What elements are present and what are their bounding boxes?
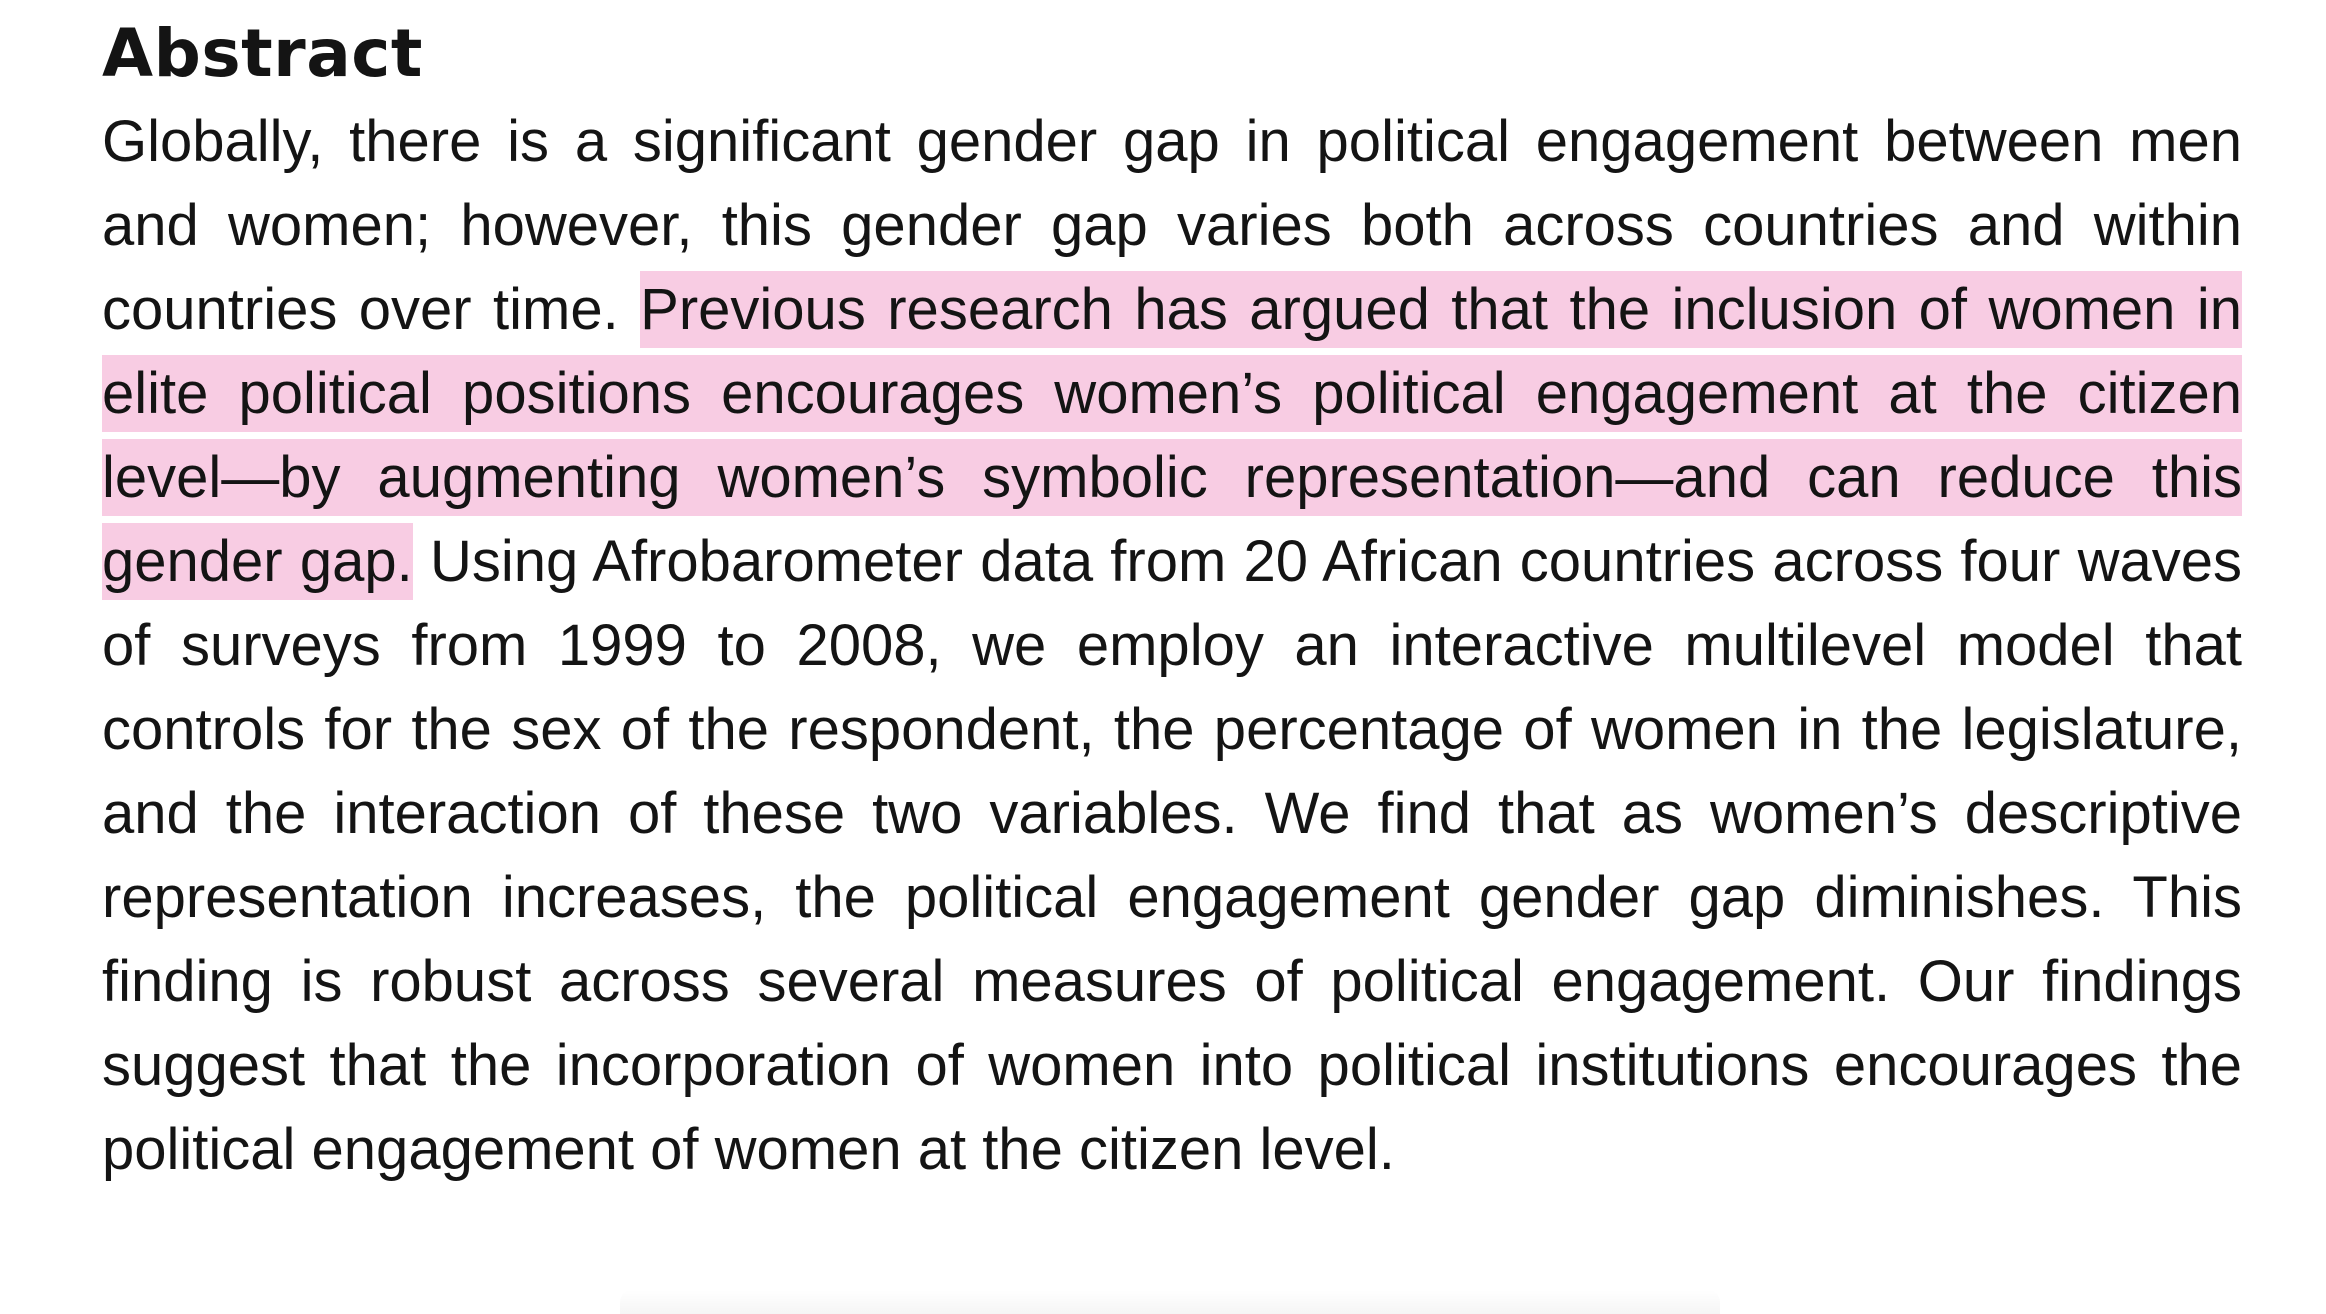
abstract-text-before-highlight[interactable]: Globally, there is a significant gender … — [102, 109, 2242, 342]
abstract-text-after-highlight[interactable]: Using Afrobarometer data from 20 African… — [102, 529, 2242, 1182]
section-heading: Abstract — [102, 15, 423, 92]
page-edge-shadow — [620, 1290, 1720, 1314]
abstract-paragraph[interactable]: Globally, there is a significant gender … — [102, 100, 2242, 1192]
abstract-section: Abstract Globally, there is a significan… — [102, 14, 2242, 1192]
